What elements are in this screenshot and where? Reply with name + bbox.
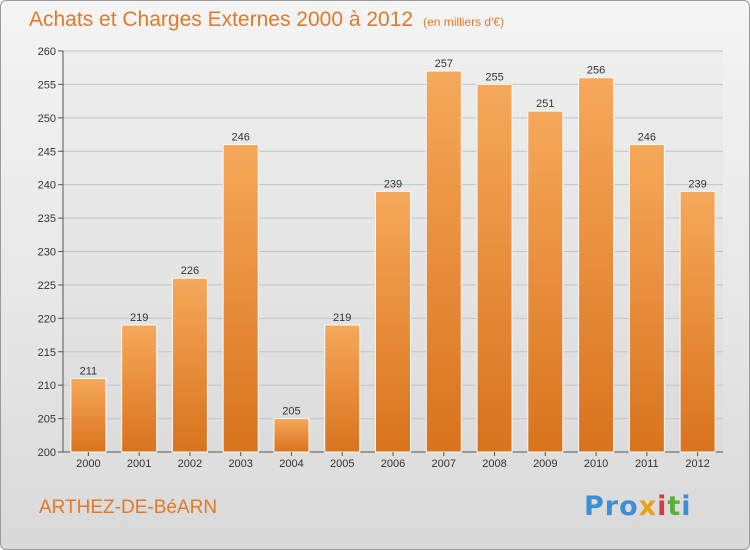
chart-title: Achats et Charges Externes 2000 à 2012 (e… <box>29 8 504 32</box>
value-label: 257 <box>435 58 453 70</box>
bar-2005 <box>324 324 361 453</box>
bar-2002 <box>171 277 208 453</box>
x-axis-ticks: 2000 2001 2002 2003 2004 2005 2006 2007 2008 2009… <box>76 452 710 470</box>
bar-2011 <box>628 144 665 453</box>
logo-letter: i <box>681 491 692 522</box>
logo-letter: o <box>619 491 639 522</box>
bar-2007 <box>425 70 462 453</box>
value-label: 246 <box>232 132 250 144</box>
bar-2008 <box>476 83 513 453</box>
value-label: 256 <box>587 65 605 77</box>
y-tick-label: 220 <box>38 313 56 325</box>
y-tick-label: 235 <box>38 213 56 225</box>
value-label: 255 <box>485 71 503 83</box>
logo-letter: x <box>638 491 658 522</box>
bar-2000 <box>70 377 107 453</box>
logo-letter: i <box>657 491 668 522</box>
y-tick-label: 255 <box>38 79 56 91</box>
value-label: 219 <box>333 312 351 324</box>
value-label: 251 <box>536 98 554 110</box>
x-tick-label: 2005 <box>330 458 354 470</box>
x-tick-label: 2007 <box>432 458 456 470</box>
value-label: 239 <box>688 178 706 190</box>
value-label: 246 <box>638 132 656 144</box>
bars: 211 219 226 246 205 219 239 257 255 251 256 246 239 <box>70 58 716 453</box>
y-tick-label: 230 <box>38 247 56 259</box>
x-tick-label: 2006 <box>381 458 405 470</box>
x-tick-label: 2003 <box>228 458 252 470</box>
value-label: 205 <box>282 406 300 418</box>
x-tick-label: 2001 <box>127 458 151 470</box>
bar-2003 <box>222 144 259 453</box>
bar-2001 <box>121 324 158 453</box>
y-tick-label: 215 <box>38 347 56 359</box>
commune-name: ARTHEZ-DE-BéARN <box>39 497 218 518</box>
y-tick-label: 240 <box>38 180 56 192</box>
chart-subtitle: (en milliers d'€) <box>423 15 505 29</box>
x-tick-label: 2012 <box>685 458 709 470</box>
x-tick-label: 2000 <box>76 458 100 470</box>
x-tick-label: 2009 <box>533 458 557 470</box>
y-tick-label: 200 <box>38 447 56 459</box>
value-label: 239 <box>384 178 402 190</box>
proxiti-logo: Proxiti <box>584 491 692 522</box>
bar-2012 <box>679 190 716 453</box>
logo-letter: t <box>667 491 682 522</box>
bar-2006 <box>375 190 411 453</box>
y-tick-label: 210 <box>38 380 56 392</box>
x-tick-label: 2010 <box>584 458 608 470</box>
y-tick-label: 245 <box>38 146 56 158</box>
bar-2009 <box>527 110 564 453</box>
bar-2004 <box>273 418 310 453</box>
logo-letter: r <box>604 491 620 522</box>
x-tick-label: 2008 <box>482 458 506 470</box>
value-label: 226 <box>181 265 199 277</box>
x-tick-label: 2002 <box>178 458 202 470</box>
bar-2010 <box>578 77 615 453</box>
value-label: 219 <box>130 312 148 324</box>
logo-letter: P <box>584 491 605 522</box>
x-tick-label: 2011 <box>635 458 659 470</box>
x-tick-label: 2004 <box>279 458 303 470</box>
y-tick-label: 205 <box>38 414 56 426</box>
y-tick-label: 250 <box>38 113 56 125</box>
value-label: 211 <box>80 365 98 377</box>
y-tick-label: 260 <box>38 46 56 58</box>
y-tick-label: 225 <box>38 280 56 292</box>
title-text: Achats et Charges Externes 2000 à 2012 <box>29 8 414 31</box>
